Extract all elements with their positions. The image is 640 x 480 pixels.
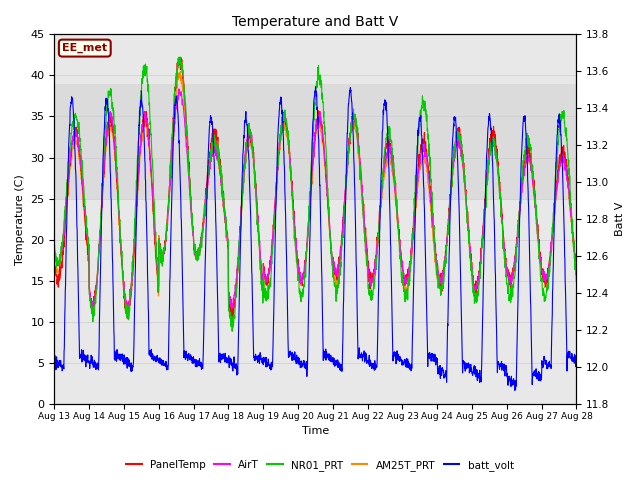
Text: EE_met: EE_met xyxy=(62,43,108,53)
Bar xyxy=(54,84,577,199)
Y-axis label: Batt V: Batt V xyxy=(615,202,625,236)
Title: Temperature and Batt V: Temperature and Batt V xyxy=(232,15,399,29)
Legend: PanelTemp, AirT, NR01_PRT, AM25T_PRT, batt_volt: PanelTemp, AirT, NR01_PRT, AM25T_PRT, ba… xyxy=(122,456,518,475)
X-axis label: Time: Time xyxy=(302,426,329,436)
Y-axis label: Temperature (C): Temperature (C) xyxy=(15,174,25,264)
